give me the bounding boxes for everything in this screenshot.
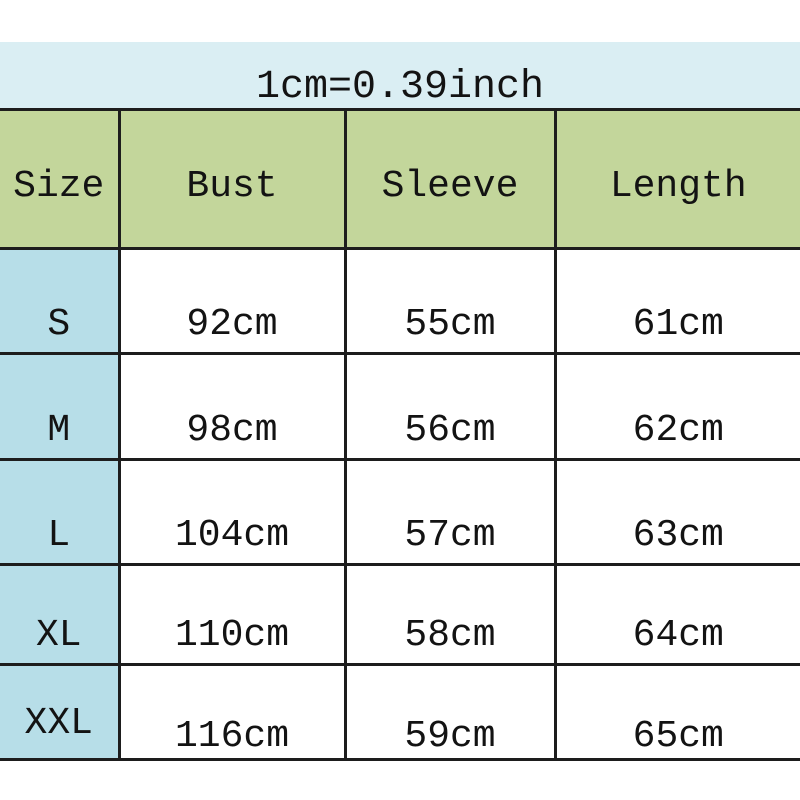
length-value-cell: 62cm [555, 352, 800, 460]
length-value-cell: 65cm [555, 663, 800, 761]
size-table: Size Bust Sleeve Length S 92cm 55cm 61cm… [0, 108, 800, 761]
bust-value-cell: 92cm [119, 247, 347, 354]
header-sleeve: Sleeve [345, 108, 557, 249]
size-label-cell: M [0, 352, 121, 460]
size-label-cell: XL [0, 563, 121, 665]
sleeve-value-cell: 56cm [345, 352, 557, 460]
header-bust: Bust [119, 108, 347, 249]
header-length: Length [555, 108, 800, 249]
length-value-cell: 61cm [555, 247, 800, 354]
table-row-l: L 104cm 57cm 63cm [0, 458, 800, 565]
sleeve-value-cell: 59cm [345, 663, 557, 761]
conversion-note: 1cm=0.39inch [255, 65, 545, 110]
length-value-cell: 63cm [555, 458, 800, 565]
table-row-xl: XL 110cm 58cm 64cm [0, 563, 800, 665]
header-size: Size [0, 108, 121, 249]
conversion-note-band: 1cm=0.39inch [0, 42, 800, 108]
size-label-cell: XXL [0, 663, 121, 761]
size-label-cell: L [0, 458, 121, 565]
bust-value-cell: 104cm [119, 458, 347, 565]
bust-value-cell: 98cm [119, 352, 347, 460]
length-value-cell: 64cm [555, 563, 800, 665]
table-row-xxl: XXL 116cm 59cm 65cm [0, 663, 800, 761]
bust-value-cell: 110cm [119, 563, 347, 665]
sleeve-value-cell: 57cm [345, 458, 557, 565]
bust-value-cell: 116cm [119, 663, 347, 761]
sleeve-value-cell: 55cm [345, 247, 557, 354]
table-row-m: M 98cm 56cm 62cm [0, 352, 800, 460]
table-row-s: S 92cm 55cm 61cm [0, 247, 800, 354]
sleeve-value-cell: 58cm [345, 563, 557, 665]
size-label-cell: S [0, 247, 121, 354]
header-row: Size Bust Sleeve Length [0, 108, 800, 249]
